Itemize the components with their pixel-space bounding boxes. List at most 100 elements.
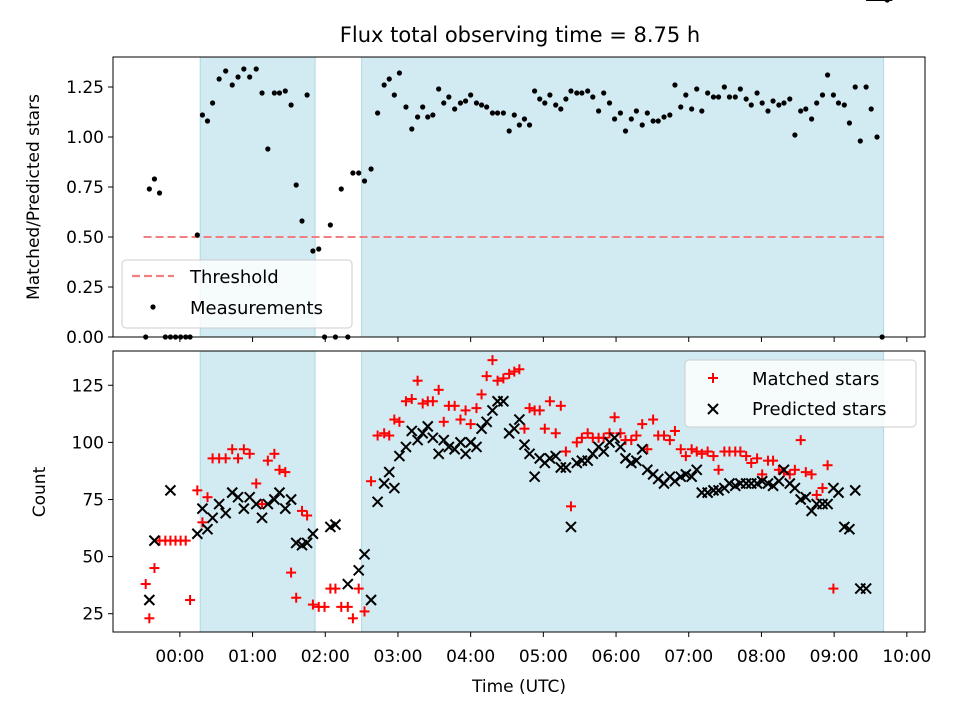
measurement-point [299, 218, 305, 224]
matched-star-point [465, 419, 476, 430]
matched-star-point [487, 355, 498, 366]
measurement-point [694, 86, 700, 92]
measurement-point [462, 98, 469, 104]
matched-star-point [384, 430, 395, 441]
matched-star-point [251, 478, 262, 489]
measurement-point [156, 190, 163, 196]
measurement-point [500, 110, 506, 116]
matched-star-point [702, 446, 713, 457]
measurement-point [699, 108, 705, 114]
matched-star-point [555, 400, 566, 411]
matched-star-point [828, 583, 839, 594]
bottom-y-axis-ticks: 25 50 75 100 125 [72, 376, 113, 625]
matched-star-point [417, 398, 428, 409]
predicted-star-points [143, 0, 893, 606]
matched-star-point [449, 400, 460, 411]
measurement-point [644, 110, 650, 116]
matched-star-point [220, 453, 231, 464]
bottom-y-tick-label: 50 [82, 548, 104, 568]
measurement-point [628, 116, 634, 122]
predicted-star-point [256, 512, 268, 524]
matched-star-point [379, 428, 390, 439]
bottom-y-tick-label: 25 [82, 605, 104, 625]
measurement-point [737, 86, 743, 92]
matched-star-point [476, 389, 487, 400]
chart-title: Flux total observing time = 8.75 h [340, 23, 700, 47]
matched-star-point [550, 428, 561, 439]
top-x-axis-ticks [179, 337, 908, 342]
matched-star-point [773, 464, 784, 475]
predicted-star-point [365, 594, 377, 606]
predicted-star-point [513, 413, 526, 426]
x-tick-label: 10:00 [882, 647, 931, 667]
predicted-star-point [406, 425, 418, 437]
predicted-star-point [164, 484, 177, 497]
predicted-star-point [544, 452, 556, 465]
matched-star-point [637, 419, 648, 430]
matched-legend-swatch [708, 373, 718, 383]
predicted-star-point [438, 434, 450, 446]
matched-star-point [180, 535, 191, 546]
measurement-point [282, 88, 288, 94]
bottom-y-tick-label: 125 [72, 376, 104, 396]
matched-star-point [342, 601, 353, 612]
predicted-star-point [740, 477, 752, 490]
matched-star-point [307, 599, 318, 610]
measurement-point [689, 106, 695, 112]
measurement-point [516, 122, 522, 128]
matched-star-point [524, 403, 535, 414]
matched-star-point [389, 414, 400, 425]
predicted-star-point [816, 498, 829, 510]
measurement-point [223, 68, 229, 74]
measurement-point [420, 104, 426, 110]
bottom-x-axis-ticks: 00:00 01:00 02:00 03:00 04:00 05:00 06:00 07:00… [155, 632, 931, 667]
matched-star-point [626, 435, 637, 446]
measurement-point [558, 106, 564, 112]
predicted-star-point [371, 496, 384, 508]
matched-star-point [438, 416, 449, 427]
measurement-point [247, 74, 253, 80]
matched-star-point [696, 448, 707, 459]
predicted-star-point [422, 420, 434, 433]
measurement-point [798, 108, 804, 114]
measurement-point [356, 170, 362, 176]
measurement-point [792, 132, 798, 138]
matched-star-point [330, 583, 341, 594]
matched-star-point [784, 469, 795, 480]
measurement-point [468, 92, 474, 98]
predicted-star-point [691, 464, 703, 476]
matched-star-point [227, 444, 238, 455]
measurement-point [375, 110, 381, 116]
matched-star-point [598, 432, 609, 443]
predicted-star-point [486, 404, 499, 417]
matched-star-point [202, 492, 213, 503]
matched-star-point [302, 510, 313, 521]
shaded-band-2 [361, 56, 885, 338]
measurement-point [835, 100, 842, 106]
predicted-star-point [206, 512, 219, 524]
matched-star-point [822, 460, 833, 471]
predicted-star-point [250, 498, 262, 510]
measurement-point [441, 100, 447, 106]
predicted-star-point [636, 443, 648, 455]
matched-legend-label: Matched stars [752, 369, 879, 390]
measurement-point [759, 100, 765, 106]
measurement-point [590, 94, 596, 100]
measurement-point [585, 88, 591, 94]
measurement-point [436, 86, 442, 92]
measurement-point [452, 106, 458, 112]
matched-star-point [519, 423, 530, 434]
matched-star-point [631, 430, 642, 441]
measurement-point [288, 102, 294, 108]
measurement-point [381, 82, 387, 88]
predicted-star-point [821, 498, 834, 510]
predicted-star-point [201, 523, 214, 535]
predicted-star-point [191, 528, 204, 540]
matched-star-point [811, 489, 822, 500]
predicted-star-point [778, 464, 790, 476]
matched-star-point [394, 416, 405, 427]
measurement-point [841, 102, 847, 108]
matched-star-point [400, 396, 411, 407]
matched-star-point [359, 606, 370, 617]
x-tick-label: 03:00 [373, 647, 422, 667]
